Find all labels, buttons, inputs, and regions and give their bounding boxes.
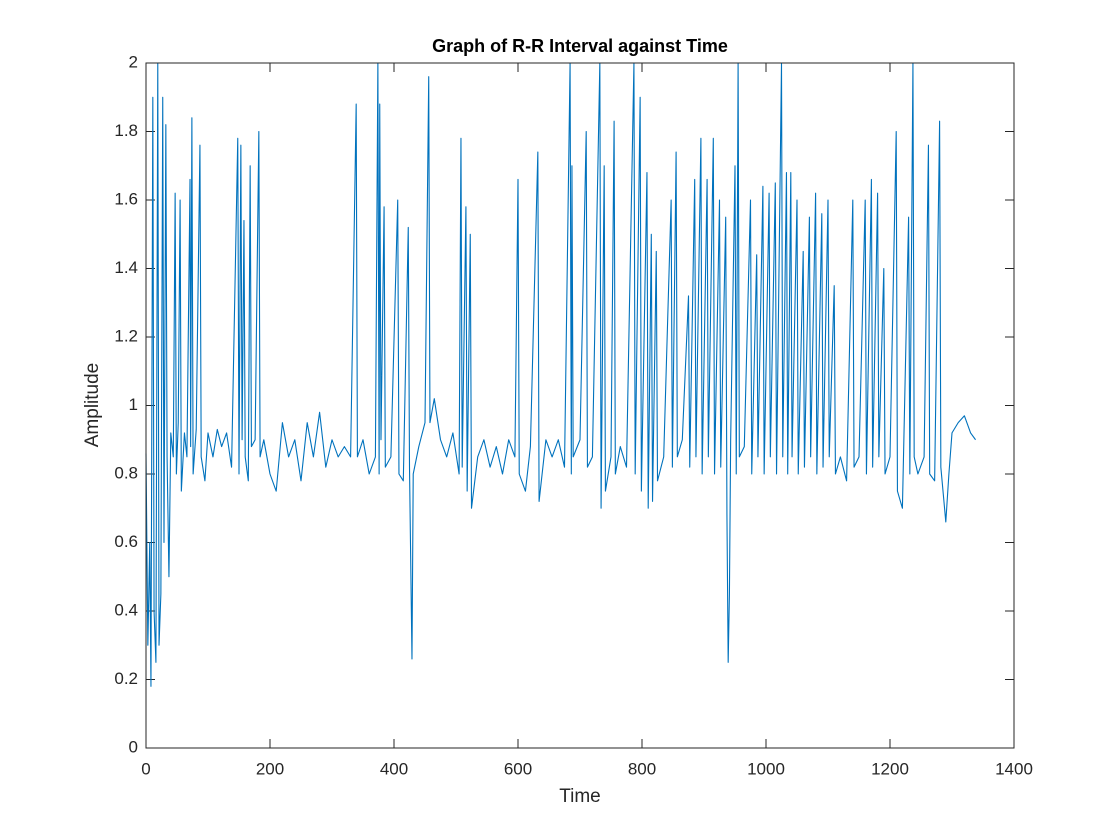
y-tick-label: 2 <box>129 52 138 71</box>
x-axis-label: Time <box>559 786 601 807</box>
y-axis-label: Amplitude <box>82 363 103 448</box>
y-tick-label: 0.6 <box>114 532 138 551</box>
y-tick-label: 0.8 <box>114 463 138 482</box>
x-tick-label: 800 <box>628 759 656 778</box>
x-tick-label: 1000 <box>747 759 785 778</box>
y-tick-label: 1.2 <box>114 326 138 345</box>
x-tick-label: 600 <box>504 759 532 778</box>
x-tick-label: 400 <box>380 759 408 778</box>
y-tick-label: 0.4 <box>114 600 138 619</box>
data-line <box>145 62 977 687</box>
y-tick-label: 1.6 <box>114 189 138 208</box>
y-tick-label: 1.8 <box>114 121 138 140</box>
x-tick-label: 1200 <box>871 759 909 778</box>
x-tick-label: 1400 <box>995 759 1033 778</box>
plot-frame <box>145 62 1015 749</box>
x-tick-label: 200 <box>256 759 284 778</box>
chart-title: Graph of R-R Interval against Time <box>432 36 728 56</box>
y-tick-label: 0.2 <box>114 669 138 688</box>
y-tick-label: 1 <box>129 395 138 414</box>
y-tick-label: 0 <box>129 737 138 756</box>
x-tick-label: 0 <box>141 759 150 778</box>
y-tick-label: 1.4 <box>114 258 138 277</box>
